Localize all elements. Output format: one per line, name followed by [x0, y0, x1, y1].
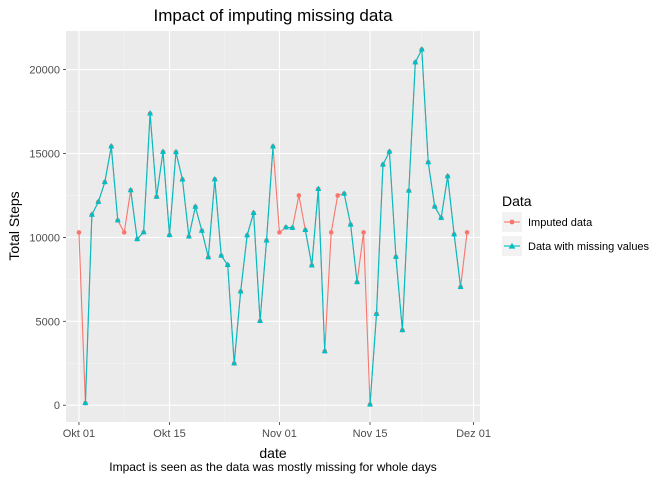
point-imputed	[277, 230, 282, 235]
point-missing	[347, 221, 354, 227]
point-missing	[412, 59, 419, 65]
series-line-missing	[84, 146, 119, 404]
legend-title: Data	[502, 193, 532, 209]
y-tick-label: 15000	[29, 149, 60, 161]
point-imputed	[76, 230, 82, 235]
point-missing	[172, 148, 179, 155]
y-axis-title: Total Steps	[6, 191, 22, 260]
point-missing	[250, 209, 257, 215]
point-missing	[289, 224, 296, 230]
point-missing	[192, 203, 199, 209]
point-missing	[431, 203, 438, 209]
point-missing	[321, 347, 328, 354]
point-missing	[140, 228, 147, 235]
point-missing	[95, 198, 102, 204]
y-tick-label: 5000	[36, 316, 60, 328]
point-missing	[82, 399, 89, 406]
point-missing	[354, 278, 361, 285]
point-missing	[224, 261, 231, 268]
point-missing	[392, 253, 399, 259]
point-missing	[257, 317, 264, 324]
point-missing	[399, 326, 406, 333]
x-tick-label: Okt 15	[153, 428, 185, 440]
point-missing	[185, 233, 192, 239]
y-tick-label: 10000	[29, 232, 60, 244]
chart-title: Impact of imputing missing data	[153, 6, 393, 25]
point-imputed	[328, 230, 334, 235]
legend-marker-imputed	[509, 219, 515, 225]
point-missing	[211, 175, 218, 182]
point-missing	[308, 261, 315, 268]
point-imputed	[335, 193, 340, 198]
y-tick-label: 0	[54, 400, 60, 412]
point-missing	[444, 172, 451, 179]
series-line-missing	[304, 188, 326, 352]
point-missing	[205, 253, 212, 260]
legend: Data Imputed data Data with missing valu…	[502, 193, 650, 256]
point-missing	[438, 214, 445, 220]
point-missing	[147, 110, 154, 116]
point-missing	[160, 148, 167, 154]
point-missing	[263, 237, 270, 243]
x-tick-label: Nov 15	[353, 428, 388, 440]
point-missing	[405, 187, 412, 193]
point-missing	[379, 161, 386, 167]
point-missing	[418, 46, 425, 52]
grid	[66, 31, 480, 422]
x-tick-label: Dez 01	[456, 428, 491, 440]
point-missing	[302, 226, 309, 233]
point-missing	[315, 185, 322, 192]
point-missing	[367, 401, 374, 407]
point-missing	[88, 211, 95, 217]
point-missing	[108, 143, 115, 149]
legend-label-imputed: Imputed data	[528, 217, 593, 229]
point-imputed	[361, 230, 366, 235]
point-missing	[451, 230, 458, 237]
point-missing	[153, 193, 160, 199]
point-imputed	[296, 193, 302, 198]
legend-marker-missing	[508, 242, 516, 249]
x-tick-label: Okt 01	[63, 428, 95, 440]
point-missing	[166, 231, 173, 238]
axes: 0 5000 10000 15000 20000 Okt 01 Okt 15 Nov 01 No…	[29, 65, 491, 440]
point-missing	[198, 227, 205, 233]
point-missing	[179, 176, 186, 182]
point-missing	[134, 235, 141, 242]
point-missing	[244, 232, 251, 238]
point-missing	[282, 223, 289, 230]
point-missing	[114, 216, 121, 223]
point-missing	[425, 158, 432, 165]
point-imputed	[464, 230, 470, 235]
x-tick-label: Nov 01	[262, 428, 297, 440]
point-missing	[101, 178, 108, 185]
point-missing	[218, 252, 225, 258]
point-missing	[457, 283, 464, 289]
point-missing	[373, 310, 380, 316]
legend-label-missing: Data with missing values	[528, 241, 650, 253]
point-imputed	[121, 230, 127, 235]
caption: Impact is seen as the data was mostly mi…	[109, 460, 436, 474]
point-missing	[237, 288, 244, 294]
point-missing	[127, 186, 134, 193]
point-missing	[231, 360, 238, 366]
point-missing	[341, 190, 348, 196]
series-layer	[76, 46, 470, 407]
point-missing	[270, 143, 276, 149]
x-axis-title: date	[259, 445, 286, 461]
y-tick-label: 20000	[29, 65, 60, 77]
point-missing	[386, 148, 393, 154]
